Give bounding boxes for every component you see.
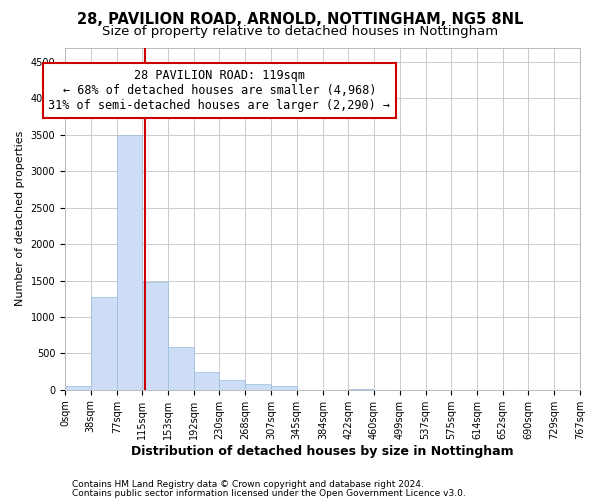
Bar	[142, 282, 168, 390]
Bar	[194, 372, 220, 390]
Bar	[65, 386, 91, 390]
Bar	[220, 380, 245, 390]
Text: Size of property relative to detached houses in Nottingham: Size of property relative to detached ho…	[102, 25, 498, 38]
Bar	[117, 135, 142, 390]
Text: Contains public sector information licensed under the Open Government Licence v3: Contains public sector information licen…	[72, 488, 466, 498]
Text: 28, PAVILION ROAD, ARNOLD, NOTTINGHAM, NG5 8NL: 28, PAVILION ROAD, ARNOLD, NOTTINGHAM, N…	[77, 12, 523, 28]
Bar	[91, 296, 117, 390]
Bar	[245, 384, 271, 390]
Bar	[168, 348, 194, 390]
Y-axis label: Number of detached properties: Number of detached properties	[15, 131, 25, 306]
Text: Contains HM Land Registry data © Crown copyright and database right 2024.: Contains HM Land Registry data © Crown c…	[72, 480, 424, 489]
X-axis label: Distribution of detached houses by size in Nottingham: Distribution of detached houses by size …	[131, 444, 514, 458]
Text: 28 PAVILION ROAD: 119sqm
← 68% of detached houses are smaller (4,968)
31% of sem: 28 PAVILION ROAD: 119sqm ← 68% of detach…	[49, 70, 391, 112]
Bar	[271, 386, 296, 390]
